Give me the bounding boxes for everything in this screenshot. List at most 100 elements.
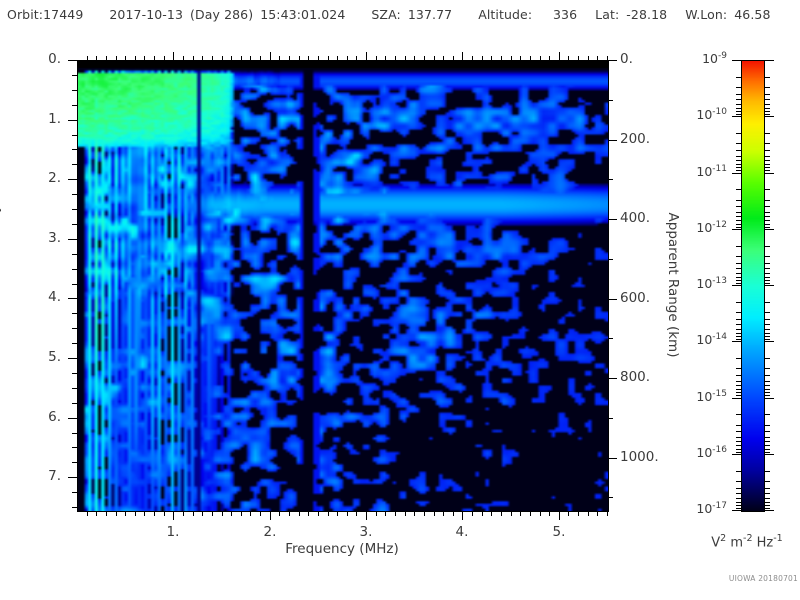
colorbar-minor-tick-right — [765, 150, 770, 151]
colorbar-minor-tick-left — [736, 385, 741, 386]
y2-tick-label: 1000. — [620, 449, 659, 465]
x-minor-tick-top — [202, 56, 203, 60]
colorbar-minor-tick-right — [765, 437, 770, 438]
x-major-tick — [462, 511, 463, 520]
colorbar-major-tick-right — [765, 454, 774, 455]
x-tick-label: 5. — [552, 524, 566, 540]
colorbar-minor-tick-left — [736, 104, 741, 105]
colorbar-minor-tick-left — [736, 206, 741, 207]
y-major-tick — [68, 418, 77, 419]
colorbar-tick-label: 10-13 — [671, 276, 727, 291]
x-minor-tick — [443, 511, 444, 516]
x-minor-tick — [347, 511, 348, 516]
x-minor-tick-top — [385, 56, 386, 60]
x-minor-tick — [241, 511, 242, 516]
colorbar-minor-tick-right — [765, 133, 770, 134]
units-hz: Hz — [756, 535, 774, 551]
x-minor-tick — [337, 511, 338, 516]
ionogram-heatmap[interactable] — [78, 61, 608, 511]
colorbar-minor-tick-right — [765, 498, 770, 499]
colorbar-minor-tick-right — [765, 336, 770, 337]
y-minor-tick — [72, 269, 77, 270]
colorbar-minor-tick-right — [765, 206, 770, 207]
colorbar-minor-tick-right — [765, 441, 770, 442]
y-major-tick — [68, 358, 77, 359]
colorbar-minor-tick-right — [765, 189, 770, 190]
colorbar-minor-tick-left — [736, 437, 741, 438]
colorbar-minor-tick-left — [736, 481, 741, 482]
x-minor-tick — [250, 511, 251, 516]
x-minor-tick — [453, 511, 454, 516]
x-minor-tick-top — [125, 56, 126, 60]
colorbar-tick-base: 10 — [696, 107, 713, 123]
colorbar-minor-tick-left — [736, 488, 741, 489]
y-minor-tick — [72, 433, 77, 434]
colorbar-tick-label: 10-10 — [671, 107, 727, 122]
colorbar-minor-tick-left — [736, 99, 741, 100]
y-tick-label: 1. — [48, 111, 61, 127]
x-minor-tick — [279, 511, 280, 516]
ionogram-plot-area[interactable] — [77, 60, 609, 512]
colorbar[interactable] — [741, 60, 765, 512]
west-longitude-value: 46.58 — [734, 6, 771, 22]
colorbar-minor-tick-right — [765, 445, 770, 446]
x-minor-tick-top — [299, 56, 300, 60]
colorbar-minor-tick-right — [765, 324, 770, 325]
y2-major-tick — [608, 378, 617, 379]
colorbar-minor-tick-left — [736, 392, 741, 393]
y2-minor-tick — [608, 338, 613, 339]
x-minor-tick — [424, 511, 425, 516]
colorbar-minor-tick-right — [765, 111, 770, 112]
colorbar-minor-tick-right — [765, 302, 770, 303]
y-minor-tick — [72, 447, 77, 448]
x-major-tick — [173, 511, 174, 520]
y-tick-label: 0. — [48, 51, 61, 67]
colorbar-minor-tick-left — [736, 425, 741, 426]
colorbar-tick-exponent: -9 — [718, 51, 727, 61]
colorbar-tick-base: 10 — [696, 332, 713, 348]
x-minor-tick — [183, 511, 184, 516]
colorbar-tick-exponent: -11 — [712, 164, 727, 174]
x-minor-tick — [87, 511, 88, 516]
y-major-tick — [68, 477, 77, 478]
x-minor-tick-top — [376, 56, 377, 60]
colorbar-tick-base: 10 — [696, 276, 713, 292]
x-minor-tick-top — [106, 56, 107, 60]
colorbar-minor-tick-left — [736, 167, 741, 168]
colorbar-minor-tick-left — [736, 156, 741, 157]
colorbar-tick-label: 10-16 — [671, 445, 727, 460]
x-minor-tick — [385, 511, 386, 516]
x-minor-tick — [568, 511, 569, 516]
colorbar-tick-base: 10 — [696, 164, 713, 180]
x-minor-tick — [405, 511, 406, 516]
colorbar-minor-tick-right — [765, 160, 770, 161]
y-major-tick — [68, 179, 77, 180]
y2-minor-tick — [608, 179, 613, 180]
colorbar-major-tick-right — [765, 60, 774, 61]
colorbar-minor-tick-right — [765, 385, 770, 386]
sza-label: SZA: — [371, 6, 401, 22]
colorbar-minor-tick-right — [765, 358, 770, 359]
colorbar-minor-tick-left — [736, 256, 741, 257]
x-minor-tick-top — [520, 56, 521, 60]
x-major-tick — [559, 511, 560, 520]
colorbar-minor-tick-right — [765, 414, 770, 415]
y-minor-tick — [72, 507, 77, 508]
y-minor-tick — [72, 90, 77, 91]
observation-time: 15:43:01.024 — [260, 6, 346, 22]
institution-credit: UIOWA 20180701 — [728, 574, 798, 583]
colorbar-tick-exponent: -15 — [712, 389, 727, 399]
colorbar-minor-tick-left — [736, 441, 741, 442]
x-minor-tick — [154, 511, 155, 516]
colorbar-minor-tick-right — [765, 224, 770, 225]
colorbar-minor-tick-left — [736, 200, 741, 201]
y-minor-tick — [72, 343, 77, 344]
colorbar-tick-label: 10-9 — [671, 51, 727, 66]
units-v: V — [711, 535, 721, 551]
x-minor-tick-top — [164, 56, 165, 60]
colorbar-minor-tick-right — [765, 273, 770, 274]
y-minor-tick — [72, 75, 77, 76]
x-minor-tick — [434, 511, 435, 516]
x-minor-tick-top — [241, 56, 242, 60]
colorbar-minor-tick-left — [736, 273, 741, 274]
